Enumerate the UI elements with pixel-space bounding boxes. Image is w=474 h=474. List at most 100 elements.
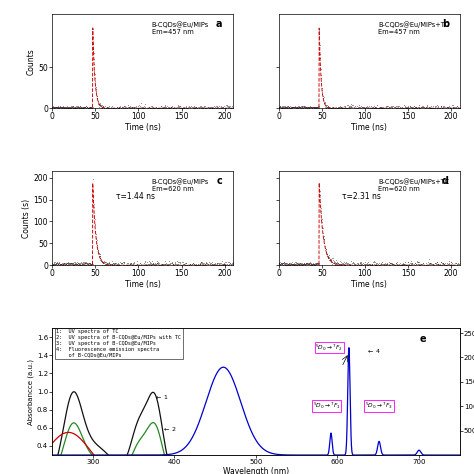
Point xyxy=(330,104,337,112)
Point xyxy=(158,103,165,111)
Point xyxy=(452,105,460,113)
Point xyxy=(215,261,222,268)
Point xyxy=(173,260,180,268)
Point xyxy=(129,106,137,113)
Point xyxy=(132,261,139,268)
Point xyxy=(447,105,454,113)
Point xyxy=(451,106,459,114)
Point xyxy=(337,261,344,269)
Point xyxy=(104,103,111,110)
Point xyxy=(309,260,316,268)
Point xyxy=(117,258,124,266)
Point xyxy=(387,264,394,272)
Point xyxy=(311,103,319,110)
Point xyxy=(286,104,294,111)
Point xyxy=(434,105,441,113)
Point xyxy=(400,262,407,269)
Point xyxy=(155,104,163,112)
Point xyxy=(85,260,92,268)
Point xyxy=(455,263,462,270)
Point xyxy=(305,260,312,267)
Point xyxy=(317,65,324,73)
Point xyxy=(445,263,453,271)
Point xyxy=(174,106,182,113)
Point xyxy=(193,104,201,111)
Point xyxy=(315,259,322,267)
Point xyxy=(219,261,227,268)
Point xyxy=(201,260,209,267)
Point xyxy=(166,108,174,116)
Point xyxy=(309,103,317,110)
Point xyxy=(298,103,306,110)
Point xyxy=(98,104,106,111)
Point xyxy=(212,102,219,109)
Point xyxy=(154,105,161,113)
Point xyxy=(420,261,428,269)
Point xyxy=(88,104,96,111)
Point xyxy=(64,258,72,266)
Point xyxy=(313,260,320,267)
Point xyxy=(100,259,107,267)
Point xyxy=(412,261,420,268)
Point xyxy=(48,104,56,112)
Point xyxy=(319,95,327,102)
Point xyxy=(51,260,59,267)
Point xyxy=(211,106,219,114)
Point xyxy=(80,259,87,267)
Point xyxy=(406,104,414,111)
Point xyxy=(192,103,200,111)
Point xyxy=(64,260,71,267)
Point xyxy=(424,105,432,113)
Point xyxy=(111,260,119,267)
Point xyxy=(293,103,301,111)
Point xyxy=(357,260,365,267)
Point xyxy=(81,261,88,269)
Point xyxy=(368,260,376,267)
Point xyxy=(356,263,363,271)
Point xyxy=(173,106,181,113)
Point xyxy=(353,104,361,111)
Point xyxy=(216,104,224,111)
Point xyxy=(425,261,432,269)
Point xyxy=(172,262,179,269)
Point xyxy=(97,104,105,111)
Point xyxy=(302,260,310,267)
Point xyxy=(142,262,150,269)
Point xyxy=(100,105,108,113)
Point xyxy=(422,259,430,267)
Point xyxy=(140,263,147,271)
Point xyxy=(281,103,288,111)
Point xyxy=(371,259,379,266)
Point xyxy=(351,105,358,113)
Point xyxy=(295,102,302,110)
Point xyxy=(422,105,430,113)
Point xyxy=(193,262,201,270)
Point xyxy=(189,259,197,267)
Point xyxy=(53,104,61,111)
Point xyxy=(283,103,291,110)
Point xyxy=(205,105,212,112)
Point xyxy=(200,264,208,272)
Point xyxy=(410,103,418,110)
Point xyxy=(141,105,149,113)
Point xyxy=(172,104,179,112)
Point xyxy=(169,261,177,269)
Point xyxy=(417,264,424,271)
Point xyxy=(123,105,130,113)
Text: $\leftarrow$ 1: $\leftarrow$ 1 xyxy=(154,393,169,401)
Point xyxy=(441,264,449,271)
Point xyxy=(113,261,120,268)
Point xyxy=(133,262,140,269)
Point xyxy=(66,103,74,111)
Point xyxy=(71,261,79,268)
Point xyxy=(220,259,228,267)
Point xyxy=(191,261,199,268)
Point xyxy=(418,105,425,113)
Point xyxy=(378,260,386,267)
Point xyxy=(187,103,195,110)
Point xyxy=(347,262,355,269)
Point xyxy=(280,102,287,110)
Point xyxy=(69,103,76,110)
Point xyxy=(357,258,365,265)
Point xyxy=(275,104,283,111)
